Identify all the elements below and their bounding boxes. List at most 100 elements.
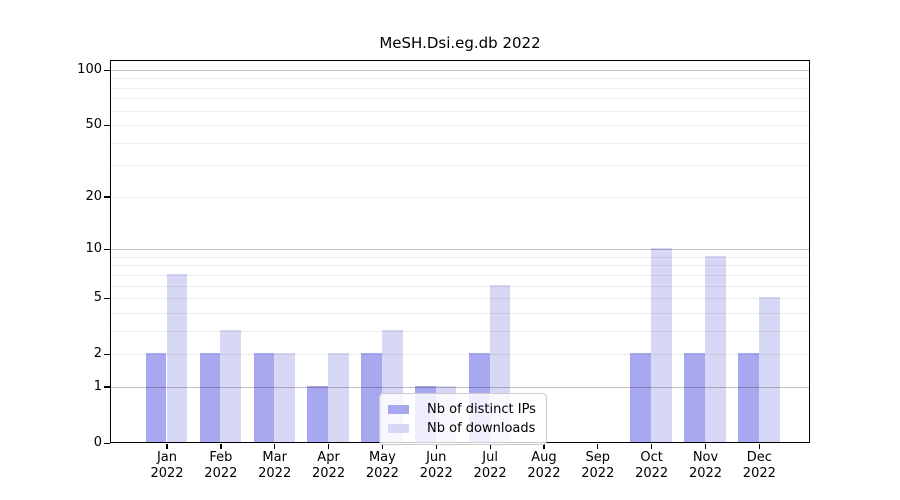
x-tick-month: May [368,450,396,465]
x-tick-mark [489,443,491,449]
bar-downloads-oct [651,248,672,442]
y-tick-mark [104,386,110,388]
gridline-minor [111,125,809,127]
x-tick-label: Jan 2022 [137,450,197,482]
y-tick-label: 20 [85,188,102,204]
gridline-minor [111,354,809,356]
x-tick-year: 2022 [258,466,292,481]
x-tick-mark [543,443,545,449]
x-tick-label: Sep 2022 [568,450,628,482]
y-tick-mark [104,69,110,71]
bar-downloads-dec [758,297,780,442]
bar-distinct-ips-may [361,353,382,442]
gridline-minor [111,256,809,258]
x-tick-mark [704,443,707,449]
x-tick-month: Jul [482,450,498,465]
x-tick-year: 2022 [581,466,615,481]
x-tick-year: 2022 [365,466,399,481]
bar-downloads-mar [274,353,295,442]
grid-layer [111,61,809,442]
x-tick-year: 2022 [204,466,238,481]
x-tick-label: Apr 2022 [299,450,359,482]
x-tick-label: Feb 2022 [191,450,251,482]
x-tick-label: Mar 2022 [245,450,305,482]
bar-distinct-ips-apr [307,385,329,442]
gridline-minor [111,110,809,112]
x-tick-month: Dec [746,450,772,465]
y-tick-label: 0 [93,435,102,450]
gridline-minor [111,312,809,314]
bar-downloads-apr [328,353,349,442]
x-tick-label: Aug 2022 [514,450,574,482]
bar-downloads-nov [705,255,726,442]
x-tick-year: 2022 [635,466,669,481]
legend-label-distinct-ips: Nb of distinct IPs [427,402,536,417]
x-tick-year: 2022 [473,466,507,481]
gridline-minor [111,165,809,167]
bar-distinct-ips-feb [199,353,221,442]
x-tick-month: Sep [585,450,611,465]
bar-distinct-ips-oct [630,353,652,442]
x-tick-label: Dec 2022 [729,450,789,482]
bar-distinct-ips-dec [738,353,759,442]
gridline-major [111,386,809,388]
legend: Nb of distinct IPs Nb of downloads [379,393,547,445]
gridline-minor [111,98,809,100]
gridline-major [111,249,809,251]
plot-area: Nb of distinct IPs Nb of downloads [110,60,810,445]
y-tick-mark [104,442,110,444]
bar-downloads-feb [220,329,242,442]
x-tick-label: Jun 2022 [406,450,466,482]
y-tick-mark [104,124,110,127]
x-tick-year: 2022 [419,466,453,481]
x-tick-mark [651,443,653,449]
y-tick-label: 1 [93,378,102,394]
gridline-minor [111,265,809,267]
x-tick-year: 2022 [688,466,723,481]
x-tick-mark [166,443,168,449]
chart-title: MeSH.Dsi.eg.db 2022 [379,34,541,52]
x-tick-label: May 2022 [352,450,412,482]
gridline-major [111,70,809,71]
gridline-minor [111,142,809,144]
x-tick-mark [758,443,761,449]
legend-swatch-distinct-ips [388,405,409,414]
legend-swatch-downloads [388,424,409,433]
legend-item-downloads: Nb of downloads [388,419,537,438]
x-tick-year: 2022 [527,466,561,481]
y-tick-mark [104,196,110,198]
gridline-minor [111,196,809,198]
legend-label-downloads: Nb of downloads [427,421,536,436]
bar-distinct-ips-nov [684,353,705,442]
x-tick-month: Nov [692,450,719,465]
x-tick-month: Mar [262,450,287,465]
x-tick-label: Jul 2022 [460,450,520,482]
x-tick-month: Jun [426,450,447,465]
bar-distinct-ips-mar [253,353,275,442]
bar-distinct-ips-jan [145,353,167,442]
x-tick-month: Jan [156,450,178,465]
x-tick-mark [381,443,384,449]
y-tick-label: 10 [85,241,102,257]
gridline-minor [111,274,809,276]
x-tick-year: 2022 [150,466,184,481]
y-tick-mark [104,353,110,355]
x-tick-month: Oct [640,450,663,465]
gridline-minor [111,87,809,89]
x-tick-month: Feb [209,450,233,465]
gridline-minor [111,78,809,80]
x-tick-label: Nov 2022 [676,450,736,482]
x-tick-month: Apr [317,450,340,465]
x-tick-mark [597,443,599,449]
gridline-minor [111,330,809,332]
x-tick-mark [220,443,222,449]
x-tick-mark [274,443,276,449]
y-tick-label: 50 [85,117,102,133]
y-tick-mark [104,297,110,299]
y-tick-label: 100 [77,62,102,77]
gridline-minor [111,298,809,300]
bar-downloads-jan [166,273,188,442]
x-tick-mark [327,443,330,449]
y-tick-label: 5 [93,290,102,306]
